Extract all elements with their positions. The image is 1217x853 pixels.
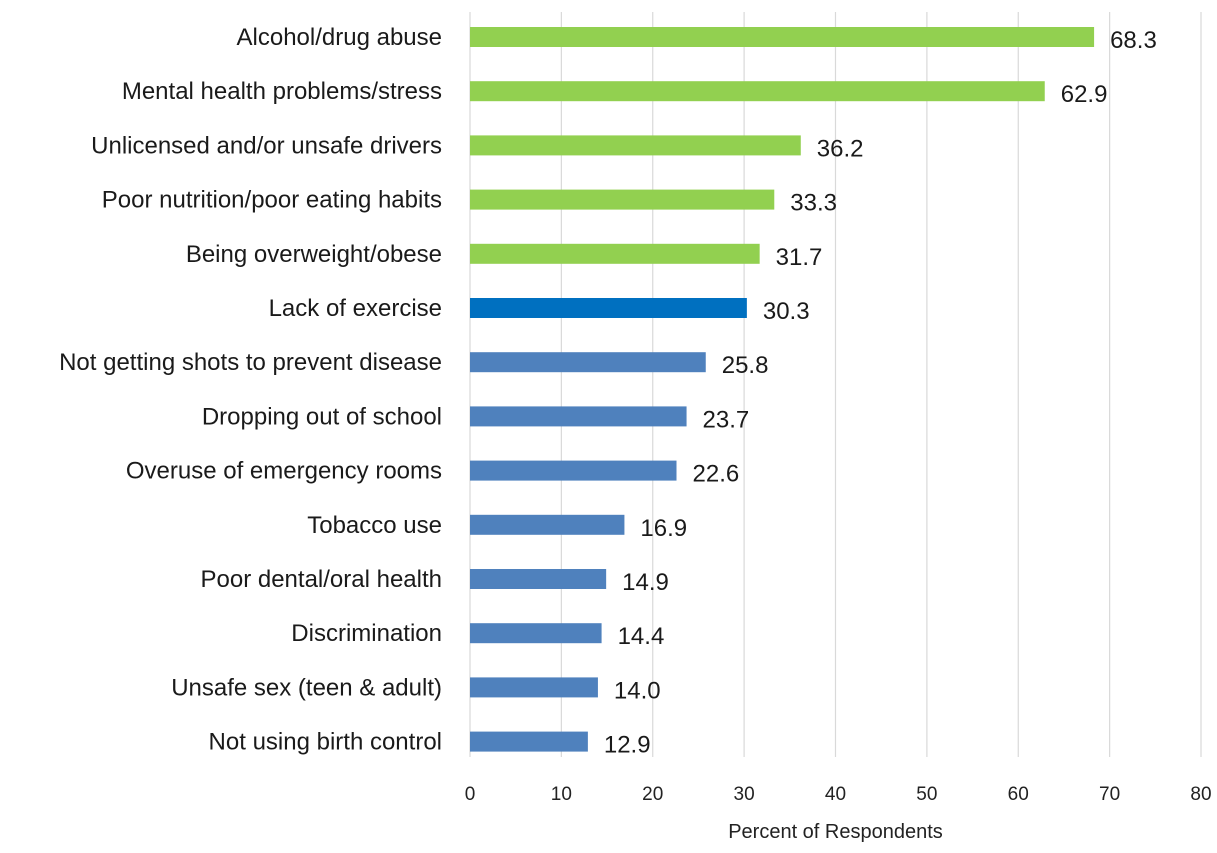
bar bbox=[470, 514, 625, 535]
bar bbox=[470, 406, 687, 427]
category-label: Not getting shots to prevent disease bbox=[59, 349, 442, 376]
category-label: Overuse of emergency rooms bbox=[126, 458, 442, 485]
value-label: 25.8 bbox=[722, 352, 769, 379]
category-label: Not using birth control bbox=[209, 729, 442, 756]
x-tick-label: 20 bbox=[642, 784, 663, 805]
bar bbox=[470, 460, 677, 481]
bar bbox=[470, 623, 602, 644]
category-label: Mental health problems/stress bbox=[122, 78, 442, 105]
category-label: Lack of exercise bbox=[269, 295, 442, 322]
value-label: 14.0 bbox=[614, 677, 661, 704]
x-tick-label: 70 bbox=[1099, 784, 1120, 805]
category-labels: Alcohol/drug abuse Mental health problems… bbox=[59, 24, 442, 756]
value-label: 14.9 bbox=[622, 569, 669, 596]
x-tick-labels: 0 10 20 30 40 50 60 70 80 bbox=[465, 784, 1212, 805]
value-label: 23.7 bbox=[703, 406, 750, 433]
value-label: 14.4 bbox=[618, 623, 665, 650]
value-label: 62.9 bbox=[1061, 81, 1108, 108]
value-label: 33.3 bbox=[790, 190, 837, 217]
bar bbox=[470, 731, 588, 752]
category-label: Alcohol/drug abuse bbox=[237, 24, 442, 51]
x-tick-label: 80 bbox=[1190, 784, 1211, 805]
x-tick-label: 40 bbox=[825, 784, 846, 805]
category-label: Discrimination bbox=[291, 620, 442, 647]
value-label: 16.9 bbox=[640, 515, 687, 542]
value-label: 30.3 bbox=[763, 298, 810, 325]
value-labels: 68.362.9 36.2 33.3 31.7 30.3 25.8 23.7 22.616.9… bbox=[604, 27, 1157, 759]
category-label: Unlicensed and/or unsafe drivers bbox=[91, 132, 442, 159]
x-tick-label: 50 bbox=[916, 784, 937, 805]
bars bbox=[470, 27, 1095, 752]
bar bbox=[470, 81, 1045, 102]
x-tick-label: 30 bbox=[734, 784, 755, 805]
bar bbox=[470, 135, 801, 156]
gridlines bbox=[469, 12, 1202, 757]
x-tick-label: 60 bbox=[1008, 784, 1029, 805]
value-label: 36.2 bbox=[817, 135, 864, 162]
bar bbox=[470, 189, 775, 210]
category-label: Tobacco use bbox=[307, 512, 442, 539]
value-label: 68.3 bbox=[1110, 27, 1157, 54]
value-label: 22.6 bbox=[693, 461, 740, 488]
bar bbox=[470, 27, 1095, 47]
value-label: 12.9 bbox=[604, 732, 651, 759]
x-tick-label: 10 bbox=[551, 784, 572, 805]
category-label: Poor nutrition/poor eating habits bbox=[102, 187, 442, 214]
bar bbox=[470, 352, 706, 373]
bar bbox=[470, 243, 760, 264]
category-label: Dropping out of school bbox=[202, 403, 442, 430]
x-tick-label: 0 bbox=[465, 784, 476, 805]
x-axis-title: Percent of Respondents bbox=[728, 821, 943, 843]
category-label: Unsafe sex (teen & adult) bbox=[171, 674, 442, 701]
bar bbox=[470, 677, 598, 698]
bar bbox=[470, 569, 607, 589]
category-label: Being overweight/obese bbox=[186, 241, 442, 268]
bar bbox=[470, 298, 747, 318]
value-label: 31.7 bbox=[776, 244, 823, 271]
category-label: Poor dental/oral health bbox=[201, 566, 443, 593]
